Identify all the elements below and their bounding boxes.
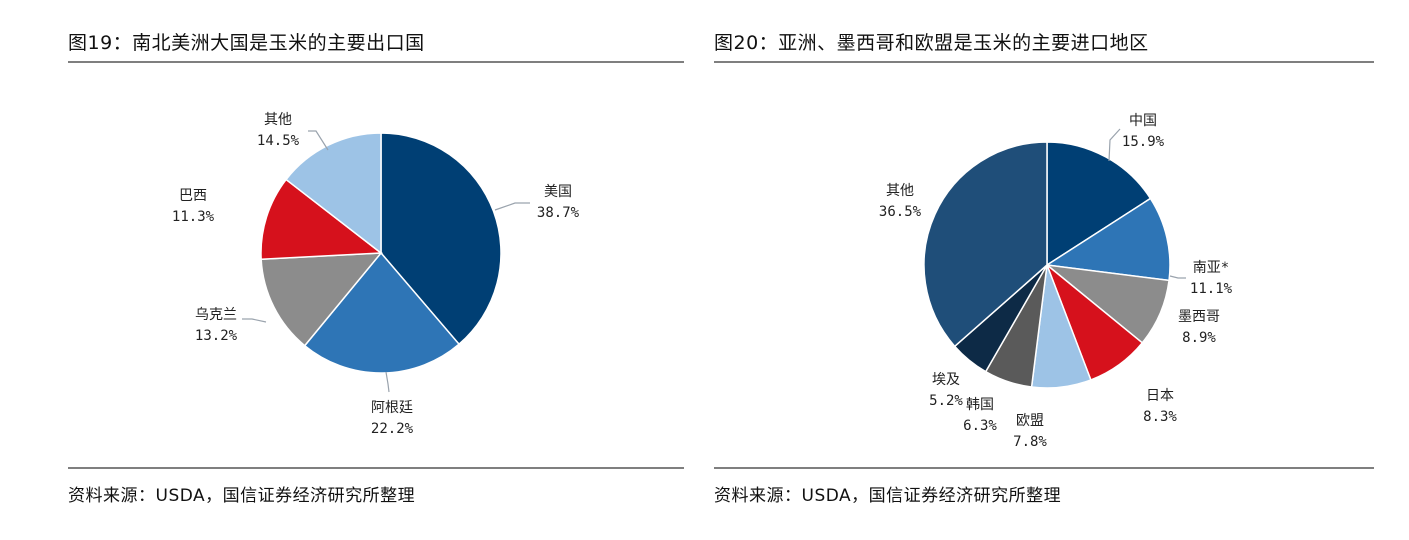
pie-chart-exporters: 美国 38.7% 阿根廷 22.2% 乌克兰 13.2% 巴西 11.3% 其他 14.5% bbox=[172, 112, 580, 437]
slice-value-label: 13.2% bbox=[195, 328, 238, 344]
pie-slice bbox=[260, 178, 384, 261]
pie-labels: 中国 15.9% 南亚* 11.1% 墨西哥 8.9% 日本 8.3% 欧盟 7.8% 韩国 6.3%… bbox=[879, 113, 1233, 450]
slice-name-label: 墨西哥 bbox=[1178, 309, 1220, 325]
slice-value-label: 36.5% bbox=[879, 204, 922, 220]
slice-value-label: 14.5% bbox=[257, 133, 300, 149]
slice-value-label: 8.9% bbox=[1182, 330, 1216, 346]
source-note: 资料来源：USDA，国信证券经济研究所整理 bbox=[68, 486, 416, 506]
title-rule bbox=[68, 61, 684, 63]
slice-name-label: 日本 bbox=[1146, 388, 1174, 404]
slice-name-label: 美国 bbox=[544, 184, 572, 200]
pie-slice bbox=[303, 251, 461, 374]
slice-name-label: 其他 bbox=[264, 112, 292, 128]
leader-line bbox=[385, 371, 390, 393]
title-rule bbox=[714, 61, 1374, 63]
leader-line bbox=[1169, 275, 1186, 279]
slice-value-label: 7.8% bbox=[1013, 434, 1047, 450]
slice-value-label: 11.1% bbox=[1190, 281, 1233, 297]
chart-panel-importers: 图20：亚洲、墨西哥和欧盟是玉米的主要进口地区 中国 15.9% 南亚* 11.1% 墨… bbox=[714, 0, 1374, 540]
pie-slice bbox=[260, 252, 383, 347]
slice-name-label: 中国 bbox=[1129, 113, 1157, 129]
source-rule bbox=[714, 467, 1374, 469]
slice-name-label: 乌克兰 bbox=[195, 307, 237, 323]
pie-slice bbox=[923, 141, 1048, 348]
slice-value-label: 15.9% bbox=[1122, 134, 1165, 150]
slice-value-label: 6.3% bbox=[963, 418, 997, 434]
slice-name-label: 巴西 bbox=[179, 188, 207, 204]
slice-value-label: 22.2% bbox=[371, 421, 414, 437]
pie-chart-importers: 中国 15.9% 南亚* 11.1% 墨西哥 8.9% 日本 8.3% 欧盟 7.8% 韩国 6.3%… bbox=[879, 113, 1233, 450]
pie-slice bbox=[380, 132, 502, 346]
chart-panel-exporters: 图19：南北美洲大国是玉米的主要出口国 美国 38.7% 阿根廷 22.2% 乌克兰 13… bbox=[68, 0, 684, 540]
chart-title: 图20：亚洲、墨西哥和欧盟是玉米的主要进口地区 bbox=[714, 32, 1149, 54]
pie-slice bbox=[1046, 141, 1152, 267]
leader-line bbox=[242, 318, 267, 323]
slice-value-label: 5.2% bbox=[929, 393, 963, 409]
slice-name-label: 南亚* bbox=[1193, 260, 1229, 276]
pie-slices bbox=[260, 132, 502, 374]
leader-line bbox=[1108, 128, 1121, 162]
source-rule bbox=[68, 467, 684, 469]
source-note: 资料来源：USDA，国信证券经济研究所整理 bbox=[714, 486, 1062, 506]
slice-value-label: 38.7% bbox=[537, 205, 580, 221]
pie-slice bbox=[285, 132, 382, 255]
slice-value-label: 8.3% bbox=[1143, 409, 1177, 425]
slice-value-label: 11.3% bbox=[172, 209, 215, 225]
pie-labels: 美国 38.7% 阿根廷 22.2% 乌克兰 13.2% 巴西 11.3% 其他 14.5% bbox=[172, 112, 580, 437]
slice-name-label: 韩国 bbox=[966, 397, 994, 413]
slice-name-label: 欧盟 bbox=[1016, 413, 1044, 429]
pie-slices bbox=[923, 141, 1171, 389]
leader-line bbox=[308, 130, 329, 151]
slice-name-label: 埃及 bbox=[932, 372, 960, 388]
pie-slice bbox=[1044, 197, 1171, 282]
slice-name-label: 阿根廷 bbox=[371, 400, 413, 416]
leader-line bbox=[494, 202, 530, 211]
slice-name-label: 其他 bbox=[886, 183, 914, 199]
chart-title: 图19：南北美洲大国是玉米的主要出口国 bbox=[68, 32, 425, 54]
